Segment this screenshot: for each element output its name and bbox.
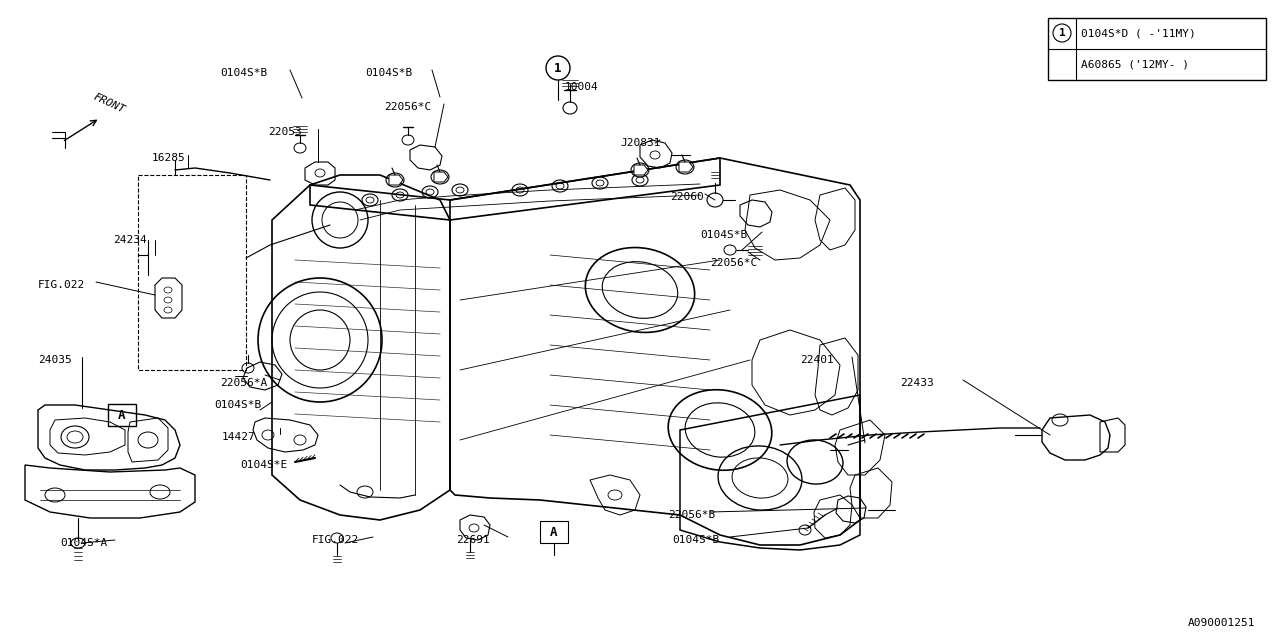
Polygon shape xyxy=(634,165,648,175)
Text: 22401: 22401 xyxy=(800,355,833,365)
Text: 22691: 22691 xyxy=(456,535,490,545)
Text: FIG.022: FIG.022 xyxy=(312,535,360,545)
Text: FIG.022: FIG.022 xyxy=(38,280,86,290)
Text: 14427: 14427 xyxy=(221,432,256,442)
Bar xyxy=(1048,18,1266,80)
Text: 22433: 22433 xyxy=(900,378,933,388)
Text: 0104S*B: 0104S*B xyxy=(365,68,412,78)
Text: 0104S*B: 0104S*B xyxy=(214,400,261,410)
Text: 0104S*A: 0104S*A xyxy=(60,538,108,548)
Text: 0104S*D ( -'11MY): 0104S*D ( -'11MY) xyxy=(1082,28,1196,38)
Text: 22056*C: 22056*C xyxy=(710,258,758,268)
Text: 10004: 10004 xyxy=(564,82,599,92)
Text: A: A xyxy=(550,525,558,538)
Text: 0104S*B: 0104S*B xyxy=(672,535,719,545)
Text: A: A xyxy=(118,408,125,422)
Text: 0104S*B: 0104S*B xyxy=(700,230,748,240)
Text: J20831: J20831 xyxy=(620,138,660,148)
Polygon shape xyxy=(434,172,448,182)
Text: 22060: 22060 xyxy=(669,192,704,202)
Text: A60865 ('12MY- ): A60865 ('12MY- ) xyxy=(1082,59,1189,69)
Text: 0104S*E: 0104S*E xyxy=(241,460,287,470)
Text: 16285: 16285 xyxy=(152,153,186,163)
Text: 24035: 24035 xyxy=(38,355,72,365)
Bar xyxy=(540,521,568,543)
Text: 1: 1 xyxy=(1059,28,1065,38)
Text: 22056*B: 22056*B xyxy=(668,510,716,520)
Polygon shape xyxy=(678,162,692,172)
Text: FRONT: FRONT xyxy=(92,92,127,115)
Text: 22053: 22053 xyxy=(268,127,302,137)
Text: 22056*A: 22056*A xyxy=(220,378,268,388)
Text: 22056*C: 22056*C xyxy=(384,102,431,112)
Text: 1: 1 xyxy=(554,61,562,74)
Bar xyxy=(138,175,246,370)
Text: A090001251: A090001251 xyxy=(1188,618,1254,628)
Polygon shape xyxy=(389,175,403,185)
Bar xyxy=(108,404,136,426)
Text: 24234: 24234 xyxy=(113,235,147,245)
Text: 0104S*B: 0104S*B xyxy=(220,68,268,78)
